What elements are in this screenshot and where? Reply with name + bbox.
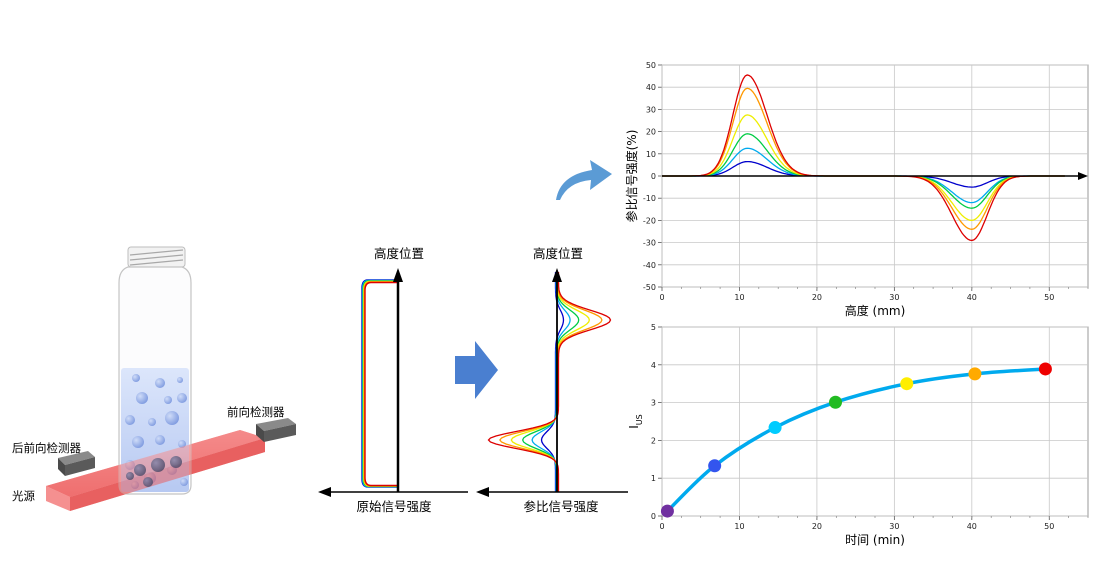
rear-detector — [58, 451, 95, 476]
chart2-y-label-main: I — [627, 425, 641, 429]
tick-label-y: 30 — [646, 105, 656, 114]
tick-label-x: 50 — [1044, 293, 1054, 302]
tick-label-y: 1 — [651, 474, 656, 483]
ratio-x-arrowhead — [476, 487, 489, 497]
chart2-data-point — [708, 459, 722, 473]
light-beam — [46, 430, 265, 511]
ratio-y-arrowhead — [552, 268, 562, 282]
ratio-x-label: 参比信号强度 — [523, 499, 599, 514]
raw-profile-curve — [363, 281, 398, 487]
chart2-data-point — [660, 504, 674, 518]
apparatus: 前向检测器 后前向检测器 光源 — [12, 246, 296, 511]
tick-label-x: 30 — [889, 522, 899, 531]
chart2-frame — [661, 326, 1089, 517]
raw-y-label: 高度位置 — [374, 246, 424, 261]
raw-profile-curve — [363, 280, 398, 487]
tick-label-y: -20 — [643, 216, 656, 225]
tick-label-x: 10 — [734, 522, 744, 531]
transform-arrow — [455, 341, 498, 399]
ratio-y-label: 高度位置 — [533, 246, 583, 261]
tick-label-y: 4 — [651, 361, 656, 370]
tick-label-x: 20 — [812, 522, 822, 531]
raw-profile-curve — [362, 280, 398, 488]
tick-label-x: 0 — [659, 293, 664, 302]
rear-detector-label: 后前向检测器 — [12, 441, 81, 455]
ratio-profile-curve — [521, 272, 580, 492]
chart2-data-point — [828, 395, 842, 409]
tick-label-x: 30 — [889, 293, 899, 302]
tick-label-x: 20 — [812, 293, 822, 302]
tick-label-y: 3 — [651, 399, 656, 408]
tick-label-y: -40 — [643, 261, 656, 270]
tick-label-y: 0 — [651, 512, 656, 521]
chart1-zero-arrowhead — [1078, 172, 1088, 180]
raw-x-arrowhead — [318, 487, 331, 497]
chart2-series — [660, 362, 1052, 518]
tick-label-y: 2 — [651, 436, 656, 445]
tick-label-y: 50 — [646, 61, 656, 70]
chart2-data-point — [968, 367, 982, 381]
ratio-profile-curve — [510, 272, 590, 492]
curved-arrow — [556, 160, 612, 200]
raw-profile-curves — [361, 279, 398, 488]
tick-label-x: 40 — [967, 522, 977, 531]
tick-label-x: 0 — [659, 522, 664, 531]
ratio-profile-curves — [487, 272, 612, 492]
raw-profile-curve — [361, 279, 398, 488]
tick-label-x: 50 — [1044, 522, 1054, 531]
tick-label-y: -30 — [643, 239, 656, 248]
chart2-y-label: IUS — [627, 414, 644, 428]
chart2-grid — [658, 326, 1089, 520]
tick-label-y: 5 — [651, 323, 656, 332]
tick-label-x: 10 — [734, 293, 744, 302]
tick-label-y: -50 — [643, 283, 656, 292]
raw-y-arrowhead — [393, 268, 403, 282]
chart2-data-point — [900, 377, 914, 391]
front-detector-label: 前向检测器 — [227, 405, 285, 419]
tick-label-y: -10 — [643, 194, 656, 203]
tick-label-y: 10 — [646, 150, 656, 159]
chart2-data-point — [1038, 362, 1052, 376]
ratio-signal-profile: 高度位置 参比信号强度 — [476, 246, 628, 514]
tick-label-y: 20 — [646, 128, 656, 137]
chart1-zero-axis — [662, 172, 1088, 180]
light-source-label: 光源 — [12, 489, 35, 503]
chart2-x-label: 时间 (min) — [845, 533, 905, 547]
ratio-profile-curve — [487, 272, 612, 492]
raw-x-label: 原始信号强度 — [356, 499, 432, 514]
tick-label-y: 0 — [651, 172, 656, 181]
chart2-y-label-sub: US — [635, 414, 644, 425]
front-detector — [256, 418, 296, 442]
tick-label-x: 40 — [967, 293, 977, 302]
tick-label-y: 40 — [646, 83, 656, 92]
ratio-profile-curve — [499, 272, 603, 492]
chart2-data-point — [768, 421, 782, 435]
raw-signal-profile: 高度位置 原始信号强度 — [318, 246, 468, 514]
chart1-x-label: 高度 (mm) — [845, 303, 906, 318]
chart1-y-label: 参比信号强度(%) — [624, 130, 639, 223]
raw-profile-curve — [364, 281, 398, 487]
raw-profile-curve — [361, 279, 398, 488]
